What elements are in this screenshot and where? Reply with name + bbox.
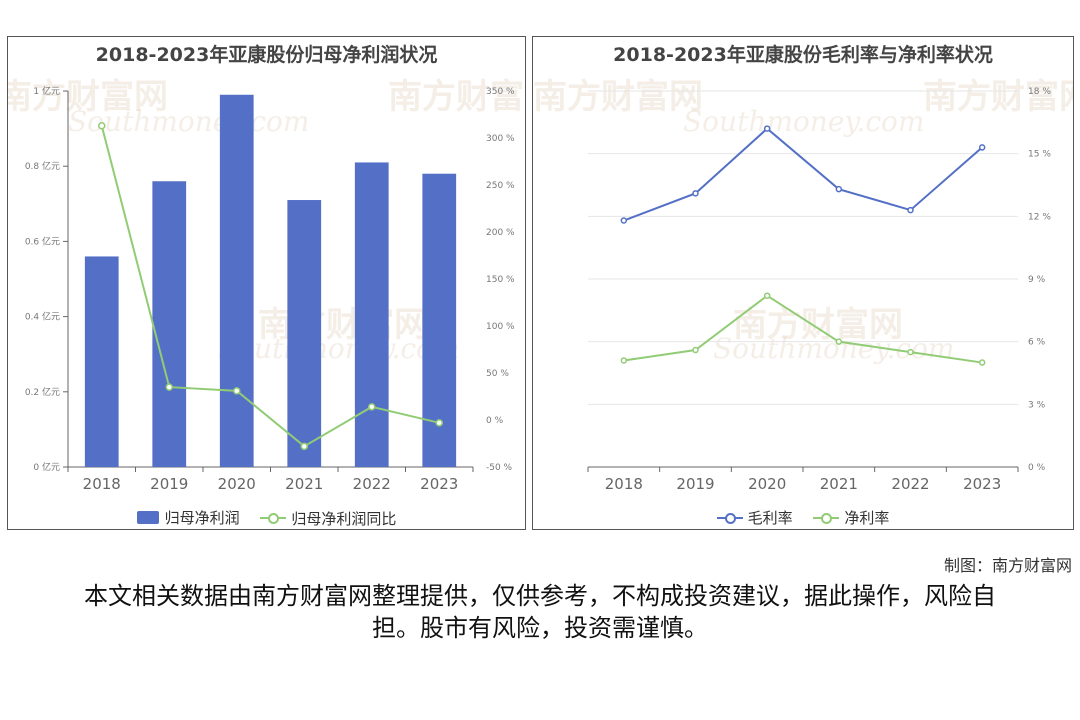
legend-label: 归母净利润同比: [291, 509, 397, 528]
data-point: [692, 190, 699, 197]
y2-tick-label: 200 %: [486, 228, 515, 238]
data-point: [692, 346, 699, 354]
data-point: [835, 185, 843, 193]
legend-label: 净利率: [844, 509, 890, 527]
disclaimer-text: 本文相关数据由南方财富网整理提供，仅供参考，不构成投资建议，据此操作，风险自担。…: [84, 582, 996, 642]
legend-label: 归母净利润: [164, 509, 240, 527]
y-tick-label: 1 亿元: [33, 85, 60, 97]
x-tick-label: 2021: [285, 475, 323, 493]
x-tick-label: 2020: [748, 475, 786, 493]
y-tick-label: 0.2 亿元: [25, 386, 60, 398]
series-line-gross-margin: [623, 127, 983, 222]
y-tick-label: 0.8 亿元: [25, 160, 60, 172]
series-line-net-margin: [623, 294, 983, 364]
y2-tick-label: 100 %: [486, 322, 515, 332]
y-tick-label: 0 %: [1028, 463, 1046, 473]
x-tick-label: 2020: [218, 475, 256, 493]
data-point: [435, 419, 443, 427]
x-tick-label: 2022: [891, 475, 929, 493]
data-point: [233, 387, 241, 395]
x-tick-label: 2023: [420, 475, 458, 493]
x-tick-label: 2018: [83, 475, 121, 493]
legend-item-yoy[interactable]: 归母净利润同比: [260, 508, 396, 529]
x-tick-label: 2018: [605, 475, 643, 493]
y-tick-label: 0.6 亿元: [25, 235, 60, 247]
y-tick-label: 9 %: [1028, 275, 1046, 285]
legend-item-gross-margin[interactable]: 毛利率: [716, 507, 793, 528]
y-tick-label: 18 %: [1028, 87, 1051, 97]
legend-label: 毛利率: [747, 509, 793, 527]
net-profit-chart-panel: 南方财富网 Southmoney.com 南方财富网 Southmoney.co…: [7, 36, 526, 530]
data-point: [978, 144, 986, 151]
data-point: [907, 206, 914, 214]
data-point: [763, 292, 771, 299]
bar: [354, 162, 389, 467]
y-tick-label: 3 %: [1028, 400, 1046, 410]
y2-tick-label: 350 %: [486, 87, 515, 97]
data-point: [98, 122, 106, 130]
y2-tick-label: 150 %: [486, 275, 515, 285]
margin-chart-panel: 南方财富网 Southmoney.com 南方财富网 南方财富网 Southmo…: [532, 36, 1074, 530]
x-tick-label: 2019: [150, 475, 188, 493]
line-swatch-icon: [813, 512, 840, 524]
y-tick-label: 6 %: [1028, 338, 1046, 348]
legend-item-net-margin[interactable]: 净利率: [813, 507, 889, 528]
chart-title: 2018-2023年亚康股份毛利率与净利率状况: [613, 44, 993, 66]
chart-title: 2018-2023年亚康股份归母净利润状况: [95, 44, 438, 66]
chart-legend: 归母净利润 归母净利润同比: [8, 507, 525, 529]
series-line-yoy: [100, 125, 440, 448]
y2-tick-label: 0 %: [486, 416, 504, 426]
data-point: [165, 383, 173, 391]
y-tick-label: 0 亿元: [33, 461, 60, 473]
y2-tick-label: -50 %: [486, 463, 513, 473]
chart-legend: 毛利率 净利率: [533, 507, 1073, 528]
data-point: [620, 357, 628, 364]
data-point: [978, 359, 986, 366]
bar: [219, 94, 254, 467]
line-swatch-icon: [260, 512, 287, 524]
bar-swatch-icon: [136, 511, 159, 524]
y-tick-label: 12 %: [1028, 212, 1051, 222]
bar: [422, 173, 457, 467]
bar: [84, 256, 119, 467]
data-point: [835, 338, 843, 345]
y2-tick-label: 250 %: [486, 181, 515, 191]
chart-credit: 制图：南方财富网: [943, 556, 1072, 575]
bar: [287, 200, 322, 468]
y2-tick-label: 300 %: [486, 134, 515, 144]
bar: [152, 181, 187, 468]
x-tick-label: 2019: [676, 475, 714, 493]
data-point: [763, 125, 771, 132]
y2-tick-label: 50 %: [486, 369, 509, 379]
data-point: [300, 442, 308, 451]
x-tick-label: 2023: [963, 475, 1001, 493]
line-swatch-icon: [716, 512, 743, 524]
x-tick-label: 2022: [353, 475, 391, 493]
margin-chart: 0 % 3 % 6 % 9 % 12 % 15 % 18 % 2018 2019 2020 2021…: [587, 87, 1051, 493]
legend-item-net-profit[interactable]: 归母净利润: [136, 507, 240, 528]
net-profit-chart: 0 亿元 0.2 亿元 0.4 亿元 0.6 亿元 0.8 亿元 1 亿元 -50 % 0 %…: [25, 85, 515, 493]
y-tick-label: 15 %: [1028, 150, 1051, 160]
data-point: [620, 217, 628, 224]
x-tick-label: 2021: [820, 475, 858, 493]
y-tick-label: 0.4 亿元: [25, 311, 60, 323]
data-point: [907, 348, 914, 356]
data-point: [368, 403, 376, 411]
